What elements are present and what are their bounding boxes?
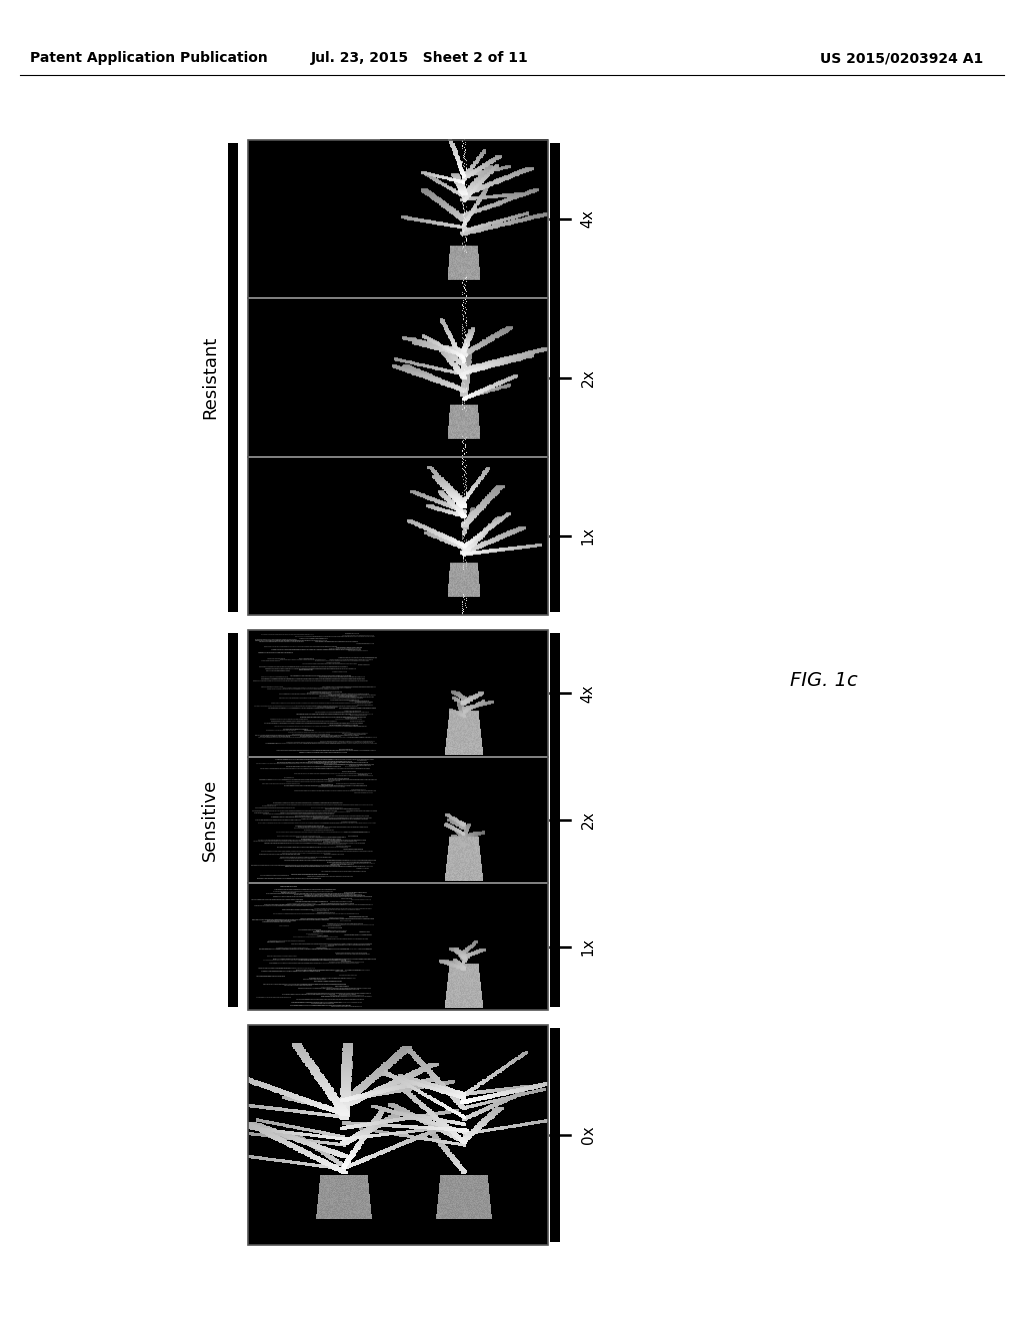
Bar xyxy=(228,634,238,1007)
Text: 4x: 4x xyxy=(581,684,596,702)
Bar xyxy=(248,1026,548,1245)
Text: 4x: 4x xyxy=(581,210,596,228)
Bar xyxy=(248,1026,548,1245)
Text: 0x: 0x xyxy=(581,1126,596,1144)
Bar xyxy=(550,143,560,612)
Text: Sensitive: Sensitive xyxy=(201,779,219,861)
Text: 1x: 1x xyxy=(581,527,596,545)
Bar xyxy=(248,140,548,615)
Text: US 2015/0203924 A1: US 2015/0203924 A1 xyxy=(820,51,983,65)
Bar xyxy=(248,140,548,615)
Text: Patent Application Publication: Patent Application Publication xyxy=(30,51,267,65)
Bar xyxy=(550,634,560,1007)
Bar xyxy=(228,143,238,612)
Text: 2x: 2x xyxy=(581,368,596,387)
Text: 2x: 2x xyxy=(581,810,596,829)
Bar xyxy=(248,630,548,1010)
Bar xyxy=(248,630,548,1010)
Text: FIG. 1c: FIG. 1c xyxy=(790,671,858,689)
Text: Resistant: Resistant xyxy=(201,335,219,420)
Text: Jul. 23, 2015   Sheet 2 of 11: Jul. 23, 2015 Sheet 2 of 11 xyxy=(311,51,528,65)
Bar xyxy=(550,1028,560,1242)
Text: 1x: 1x xyxy=(581,937,596,956)
